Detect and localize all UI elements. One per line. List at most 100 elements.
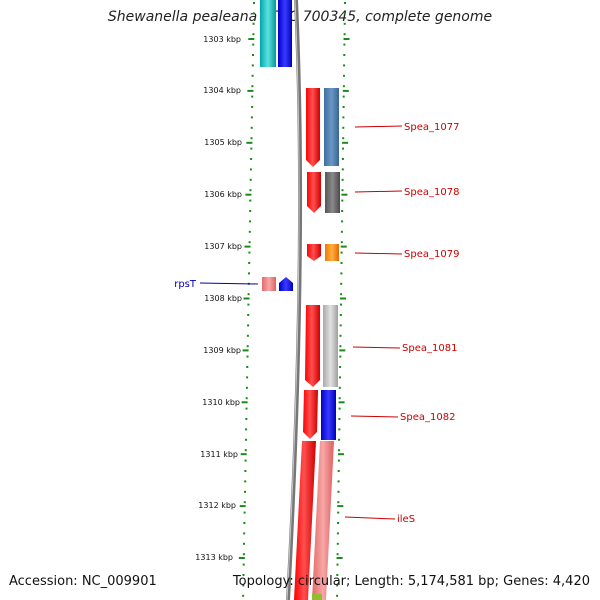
right-tick-major-tick xyxy=(338,401,345,404)
tick-tracks xyxy=(238,2,350,597)
gene-label-spea-1081: Spea_1081 xyxy=(402,343,457,354)
right-tick-dot xyxy=(336,532,339,535)
right-tick-dot xyxy=(343,54,346,56)
right-tick-dot xyxy=(343,33,346,36)
gene-label-spea-1079: Spea_1079 xyxy=(404,249,459,260)
right-tick-dot xyxy=(344,2,346,4)
right-tick-dot xyxy=(339,376,341,379)
right-tick-dot xyxy=(339,345,342,348)
left-tick-dot xyxy=(252,12,255,15)
left-tick-dot xyxy=(243,522,246,524)
right-tick-dot xyxy=(340,272,343,275)
ortholog-block-spea-1079 xyxy=(325,244,339,261)
right-tick-major-tick xyxy=(342,89,349,92)
right-tick-major-tick xyxy=(343,38,350,40)
right-tick-dot xyxy=(340,241,343,244)
left-tick-dot xyxy=(249,168,252,171)
left-tick-dot xyxy=(249,178,252,181)
left-tick-dot xyxy=(246,376,249,379)
left-tick-dot xyxy=(249,189,252,192)
left-tick-dot xyxy=(247,324,250,327)
left-tick-dot xyxy=(246,355,249,358)
accession-text: Accession: NC_009901 xyxy=(9,574,157,589)
kbp-label-1309: 1309 kbp xyxy=(203,346,241,355)
left-tick-major-tick xyxy=(246,141,253,144)
left-tick-dot xyxy=(251,95,254,98)
right-tick-dot xyxy=(342,126,345,129)
right-tick-dot xyxy=(337,501,340,504)
kbp-label-1303: 1303 kbp xyxy=(203,35,241,44)
right-tick-dot xyxy=(340,303,342,306)
right-tick-dot xyxy=(339,324,342,327)
ortholog-block-spea-1077 xyxy=(324,88,339,166)
kbp-label-1313: 1313 kbp xyxy=(195,553,233,562)
right-tick-dot xyxy=(343,64,346,67)
ortholog-block-spea-1082 xyxy=(321,390,336,440)
left-tick-dot xyxy=(244,490,246,493)
left-tick-major-tick xyxy=(238,557,245,559)
left-tick-dot xyxy=(242,594,245,597)
right-tick-dot xyxy=(342,147,344,150)
leader-lines xyxy=(344,125,403,520)
right-tick-dot xyxy=(342,116,345,119)
gene-arrow-spea-1078 xyxy=(307,172,321,213)
gene-block-iles xyxy=(294,441,316,600)
left-tick-dot xyxy=(245,407,248,410)
left-tick-dot xyxy=(248,262,251,264)
kbp-label-1305: 1305 kbp xyxy=(204,138,242,147)
left-tick-major-tick xyxy=(244,245,251,248)
left-tick-dot xyxy=(242,584,245,587)
right-tick-major-tick xyxy=(342,141,349,144)
right-tick-dot xyxy=(343,43,346,46)
right-tick-dot xyxy=(340,293,343,296)
right-tick-dot xyxy=(340,230,343,233)
kbp-label-1311: 1311 kbp xyxy=(200,450,238,459)
right-tick-dot xyxy=(341,210,344,212)
kbp-label-1304: 1304 kbp xyxy=(203,86,241,95)
right-tick-dot xyxy=(339,366,342,368)
left-tick-dot xyxy=(243,501,246,504)
right-tick-dot xyxy=(341,220,344,223)
right-tick-major-tick xyxy=(340,245,347,248)
left-tick-dot xyxy=(247,314,250,316)
right-tick-dot xyxy=(339,334,342,337)
right-tick-dot xyxy=(336,563,339,566)
right-tick-dot xyxy=(341,178,344,181)
left-tick-dot xyxy=(248,230,251,233)
kbp-label-1310: 1310 kbp xyxy=(202,398,240,407)
left-tick-dot xyxy=(246,366,249,368)
left-tick-dot xyxy=(243,532,246,535)
gene-block-bottom-green xyxy=(312,594,322,600)
left-tick-major-tick xyxy=(239,505,246,508)
right-tick-dot xyxy=(338,418,341,420)
left-tick-dot xyxy=(244,449,247,452)
left-tick-dot xyxy=(246,334,249,337)
left-tick-dot xyxy=(248,272,250,275)
topology-text: Topology: circular; Length: 5,174,581 bp… xyxy=(232,574,590,589)
left-tick-dot xyxy=(251,64,254,67)
right-tick-dot xyxy=(336,542,339,545)
genome-backbone-highlight xyxy=(286,0,300,600)
gene-label-spea-1082: Spea_1082 xyxy=(400,412,455,423)
left-tick-dot xyxy=(250,126,253,129)
gene-arrow-spea-1081 xyxy=(305,305,320,387)
left-tick-dot xyxy=(253,2,255,4)
right-tick-major-tick xyxy=(338,453,344,456)
left-tick-dot xyxy=(251,74,254,77)
left-tick-dot xyxy=(243,511,246,514)
left-tick-major-tick xyxy=(241,401,248,404)
left-tick-dot xyxy=(246,345,249,348)
left-tick-dot xyxy=(242,574,245,576)
right-tick-dot xyxy=(342,85,345,88)
right-tick-dot xyxy=(341,158,344,160)
left-tick-dot xyxy=(245,438,247,441)
gene-block-cyan xyxy=(260,0,276,67)
right-tick-dot xyxy=(337,480,340,483)
left-tick-dot xyxy=(247,293,250,296)
gene-arrow-spea-1079 xyxy=(307,244,321,261)
right-tick-dot xyxy=(338,407,341,410)
left-tick-dot xyxy=(251,85,254,88)
left-tick-dot xyxy=(244,470,247,472)
left-tick-dot xyxy=(249,199,252,202)
